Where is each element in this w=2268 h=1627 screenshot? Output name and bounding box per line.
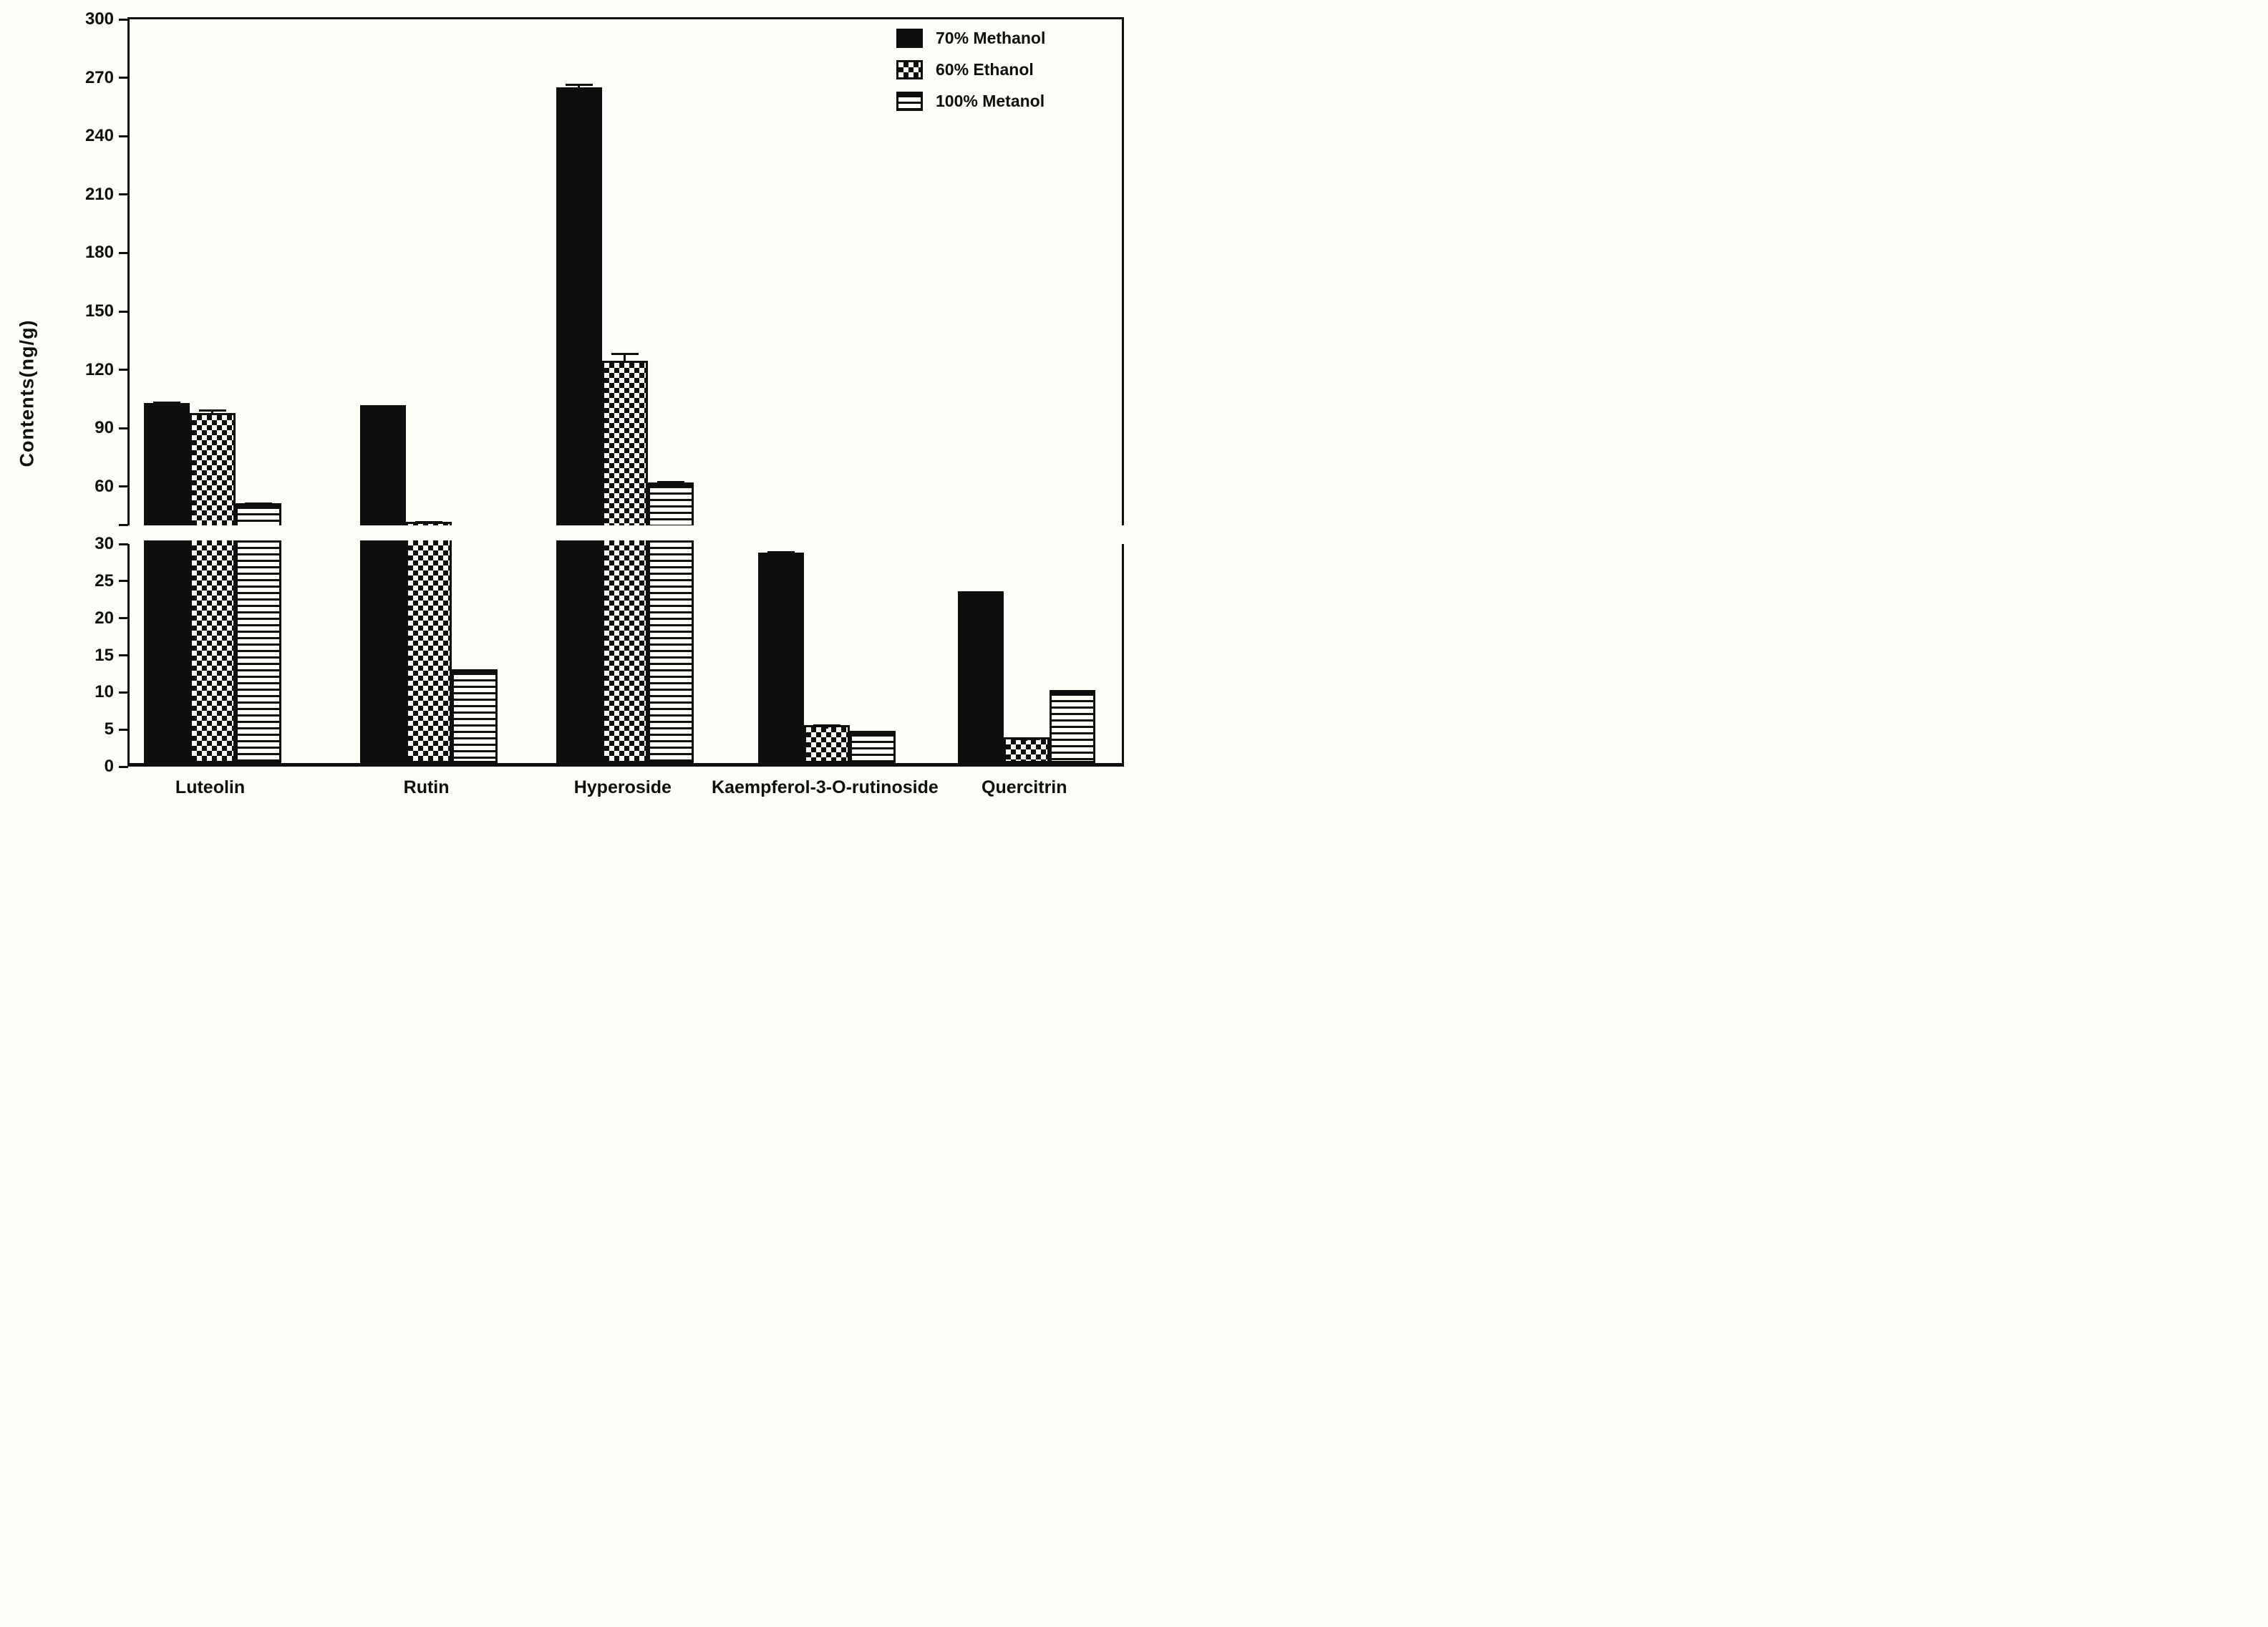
y-tick-top-break bbox=[119, 524, 128, 526]
y-ticklabel-top-90: 90 bbox=[94, 418, 114, 438]
y-ticklabel-bottom-30: 30 bbox=[94, 534, 114, 553]
bar-quercitrin-60-ethanol-error-cap bbox=[1012, 737, 1040, 740]
bar-kaempferol-3-o-rutinoside-100-metanol-lower bbox=[850, 731, 896, 763]
y-ticklabel-top-210: 210 bbox=[84, 184, 114, 204]
y-tick-bottom-15 bbox=[119, 654, 128, 656]
bar-rutin-100-metanol-error-cap bbox=[460, 669, 488, 672]
y-tick-top-90 bbox=[119, 427, 128, 429]
bar-luteolin-70-methanol-error-cap bbox=[152, 402, 180, 404]
bar-luteolin-70-methanol-upper bbox=[143, 402, 190, 525]
y-tick-top-270 bbox=[119, 77, 128, 79]
legend-item-70-methanol: 70% Methanol bbox=[896, 29, 1045, 48]
bar-quercitrin-100-metanol-error-cap bbox=[1058, 690, 1086, 693]
bar-hyperoside-60-ethanol-error-cap bbox=[611, 352, 639, 355]
bar-rutin-60-ethanol-lower bbox=[405, 540, 452, 763]
bar-hyperoside-60-ethanol-upper bbox=[601, 361, 648, 525]
legend-item-100-metanol: 100% Metanol bbox=[896, 92, 1045, 111]
bar-rutin-70-methanol-upper bbox=[359, 405, 406, 525]
legend-item-60-ethanol: 60% Ethanol bbox=[896, 60, 1045, 79]
bar-kaempferol-3-o-rutinoside-100-metanol-error-cap bbox=[859, 731, 887, 734]
bar-kaempferol-3-o-rutinoside-60-ethanol-lower bbox=[804, 725, 850, 763]
bar-kaempferol-3-o-rutinoside-70-methanol-lower bbox=[758, 552, 805, 763]
y-ticklabel-bottom-20: 20 bbox=[94, 608, 114, 628]
bar-kaempferol-3-o-rutinoside-70-methanol-error-cap bbox=[767, 550, 795, 553]
bar-hyperoside-70-methanol-upper bbox=[556, 87, 602, 525]
x-label-hyperoside: Hyperoside bbox=[573, 777, 672, 797]
legend-label-60-ethanol: 60% Ethanol bbox=[936, 60, 1034, 79]
y-tick-top-300 bbox=[119, 18, 128, 21]
legend-label-70-methanol: 70% Methanol bbox=[936, 29, 1046, 47]
bar-luteolin-100-metanol-upper bbox=[235, 502, 281, 525]
legend-swatch-hlines-icon bbox=[896, 92, 923, 111]
y-tick-top-240 bbox=[119, 135, 128, 137]
y-tick-top-150 bbox=[119, 310, 128, 313]
legend: 70% Methanol 60% Ethanol 100% Metanol bbox=[896, 29, 1045, 123]
y-ticklabel-top-270: 270 bbox=[84, 67, 114, 87]
bar-hyperoside-100-metanol-upper bbox=[647, 482, 694, 525]
bottom-panel: 30 25 20 15 10 5 0 bbox=[94, 535, 1124, 775]
bar-rutin-60-ethanol-error-cap bbox=[415, 521, 442, 524]
y-tick-bottom-30 bbox=[119, 543, 128, 545]
y-tick-top-120 bbox=[119, 369, 128, 371]
y-tick-bottom-20 bbox=[119, 617, 128, 620]
y-tick-top-60 bbox=[119, 485, 128, 488]
bar-rutin-100-metanol-lower bbox=[451, 669, 498, 763]
top-panel: 300 270 240 210 180 150 120 90 60 bbox=[85, 11, 1124, 526]
bar-quercitrin-70-methanol-error-stem bbox=[979, 592, 982, 595]
bar-rutin-100-metanol-error-stem bbox=[473, 670, 476, 674]
y-tick-top-180 bbox=[119, 251, 128, 254]
bar-luteolin-60-ethanol-lower bbox=[189, 540, 236, 763]
bar-luteolin-60-ethanol-error-cap bbox=[198, 409, 226, 412]
bar-luteolin-100-metanol-error-cap bbox=[244, 502, 272, 505]
y-ticklabel-top-240: 240 bbox=[84, 126, 114, 146]
y-axis-title: Contents(ng/g) bbox=[16, 319, 38, 467]
y-ticklabel-bottom-5: 5 bbox=[104, 719, 114, 739]
y-tick-bottom-0 bbox=[119, 765, 128, 768]
bar-luteolin-60-ethanol-error-stem bbox=[211, 410, 214, 415]
y-tick-top-210 bbox=[119, 193, 128, 196]
bar-quercitrin-60-ethanol-lower bbox=[1003, 737, 1050, 763]
bar-hyperoside-60-ethanol-lower bbox=[601, 540, 648, 763]
y-tick-bottom-25 bbox=[119, 580, 128, 583]
bar-hyperoside-70-methanol-error-cap bbox=[565, 83, 593, 86]
bar-quercitrin-100-metanol-error-stem bbox=[1071, 691, 1074, 694]
y-ticklabel-top-300: 300 bbox=[84, 9, 114, 29]
bar-kaempferol-3-o-rutinoside-60-ethanol-error-cap bbox=[813, 724, 841, 727]
bar-quercitrin-70-methanol-lower bbox=[957, 591, 1004, 763]
x-label-quercitrin: Quercitrin bbox=[982, 777, 1067, 797]
y-ticklabel-bottom-0: 0 bbox=[104, 757, 114, 776]
bar-hyperoside-70-methanol-lower bbox=[556, 540, 602, 763]
x-label-rutin: Rutin bbox=[403, 777, 450, 797]
y-tick-bottom-5 bbox=[119, 728, 128, 731]
bar-quercitrin-100-metanol-lower bbox=[1049, 690, 1095, 763]
y-tick-bottom-10 bbox=[119, 691, 128, 694]
bar-hyperoside-100-metanol-error-stem bbox=[669, 482, 672, 485]
bar-hyperoside-100-metanol-lower bbox=[647, 540, 694, 763]
y-ticklabel-bottom-15: 15 bbox=[94, 645, 114, 665]
y-ticklabel-top-60: 60 bbox=[94, 476, 114, 496]
y-ticklabel-bottom-25: 25 bbox=[94, 570, 114, 591]
y-ticklabel-top-150: 150 bbox=[84, 301, 114, 321]
bar-hyperoside-70-methanol-error-stem bbox=[578, 84, 581, 89]
bar-quercitrin-70-methanol-error-cap bbox=[966, 591, 994, 593]
bar-kaempferol-3-o-rutinoside-70-methanol-error-stem bbox=[780, 552, 782, 556]
bar-rutin-70-methanol-error-cap bbox=[369, 405, 397, 408]
bar-luteolin-60-ethanol-upper bbox=[189, 412, 236, 525]
bar-luteolin-100-metanol-lower bbox=[235, 540, 281, 763]
y-ticklabel-top-120: 120 bbox=[84, 359, 114, 379]
figure-canvas: Contents(ng/g) 300 270 240 210 180 150 120 90 60… bbox=[0, 0, 1134, 813]
x-label-luteolin: Luteolin bbox=[175, 777, 246, 797]
bar-kaempferol-3-o-rutinoside-100-metanol-error-stem bbox=[871, 732, 874, 735]
y-ticklabel-bottom-10: 10 bbox=[94, 682, 114, 702]
bar-rutin-70-methanol-lower bbox=[359, 540, 406, 763]
legend-label-100-metanol: 100% Metanol bbox=[936, 92, 1045, 110]
bar-hyperoside-100-metanol-error-cap bbox=[656, 480, 684, 483]
bar-kaempferol-3-o-rutinoside-60-ethanol-error-stem bbox=[825, 725, 828, 729]
legend-swatch-check-icon bbox=[896, 60, 923, 79]
legend-swatch-solid-icon bbox=[896, 29, 923, 48]
bar-luteolin-70-methanol-lower bbox=[143, 540, 190, 763]
bar-hyperoside-60-ethanol-error-stem bbox=[624, 354, 626, 364]
y-ticklabel-top-180: 180 bbox=[84, 243, 114, 263]
x-label-kaempferol-3-o-rutinoside: Kaempferol-3-O-rutinoside bbox=[712, 777, 939, 797]
